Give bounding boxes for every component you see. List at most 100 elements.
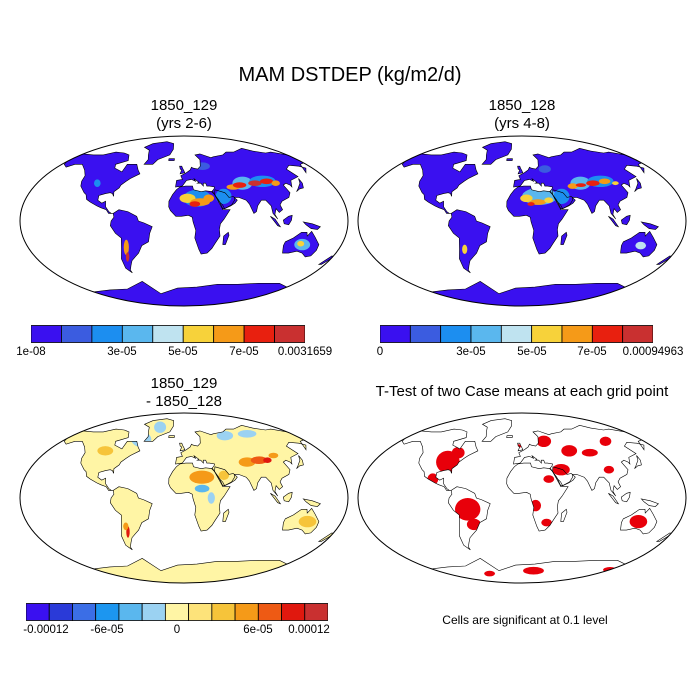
coastline-greenland	[143, 418, 175, 442]
figure-title: MAM DSTDEP (kg/m2/d)	[238, 64, 462, 86]
coastline-arabia	[214, 189, 238, 209]
coastline-australia	[282, 507, 320, 535]
value-cell	[189, 470, 215, 484]
land-fill-southamerica	[110, 209, 153, 273]
colorbar-box	[257, 603, 282, 621]
value-cell	[603, 465, 615, 474]
land-fill-sumatra	[270, 216, 281, 227]
coastline-australia	[620, 507, 658, 535]
colorbar-box	[561, 325, 593, 343]
coastline-iceland	[506, 158, 513, 161]
panel-title-bottom-right: T-Test of two Case means at each grid po…	[342, 383, 700, 401]
value-cell	[575, 183, 586, 187]
value-cell	[207, 492, 215, 504]
coastline-arabia	[552, 189, 576, 209]
coastline-madagascar	[560, 508, 568, 522]
land-fill-sumatra	[608, 216, 619, 227]
value-cell	[552, 464, 570, 476]
coastline-borneo	[620, 491, 631, 503]
coastline-japan	[634, 455, 642, 469]
colorbar-box	[141, 603, 166, 621]
coastline-japan	[296, 178, 304, 192]
value-cell	[520, 194, 533, 203]
value-cell	[527, 202, 535, 206]
coastline-borneo	[282, 214, 293, 226]
value-cell	[455, 498, 481, 521]
coastline-uk	[179, 442, 186, 452]
colorbar-box	[121, 325, 154, 343]
panel-title-line1: T-Test of two Case means at each grid po…	[375, 383, 669, 400]
land-fill-newguinea	[641, 498, 659, 507]
colorbar-box	[48, 603, 73, 621]
colorbar-top-right	[380, 325, 653, 343]
value-cell	[635, 241, 646, 250]
colorbar-box	[380, 325, 411, 343]
coastline-eurasia	[513, 424, 647, 497]
coastline-japan	[634, 178, 642, 192]
colorbar-box	[622, 325, 653, 343]
coastline-madagascar	[222, 508, 230, 522]
value-cell	[215, 188, 232, 204]
colorbar-box	[470, 325, 502, 343]
coastline-eurasia	[175, 424, 309, 497]
colorbar-box	[164, 603, 190, 621]
panel-title-top-right: 1850_128 (yrs 4-8)	[357, 97, 687, 133]
coastline-borneo	[620, 214, 631, 226]
land-fill-sumatra	[270, 493, 281, 504]
land-fill-africa	[168, 186, 231, 255]
value-cell	[123, 239, 129, 255]
land-fill-africa	[506, 186, 569, 255]
land-fill-newguinea	[303, 498, 321, 507]
land-fill-africa	[168, 463, 231, 532]
tick-label: -6e-05	[90, 624, 124, 636]
coastline-africa	[506, 462, 569, 532]
colorbar-box	[26, 603, 50, 621]
land-fill-madagascar	[222, 509, 229, 522]
land-fill-newguinea	[641, 221, 659, 230]
coastline-arabia	[214, 466, 238, 486]
coastline-greenland	[143, 141, 175, 165]
coastline-sumatra	[608, 493, 620, 505]
value-cell	[544, 197, 554, 203]
value-cell	[260, 178, 274, 185]
land-fill-southamerica	[448, 209, 491, 273]
tick-label: 0.00094963	[622, 346, 684, 358]
coastline-japan	[296, 455, 304, 469]
value-cell	[271, 180, 280, 186]
coastline-northamerica	[401, 428, 479, 491]
land-fill-madagascar	[222, 232, 229, 245]
coastline-eurasia	[513, 147, 647, 220]
coastline-madagascar	[222, 231, 230, 245]
value-cell	[250, 456, 268, 464]
colorbar-box	[182, 325, 215, 343]
land-fill-sumatra	[608, 493, 619, 504]
coastline-australia	[282, 230, 320, 258]
value-cell	[94, 179, 101, 187]
land-fill-iceland	[506, 158, 513, 161]
colorbar-box	[274, 325, 305, 343]
colorbar-box	[95, 603, 120, 621]
value-cell	[189, 201, 201, 207]
colorbar-box	[304, 603, 328, 621]
value-cell	[538, 165, 551, 173]
tick-label: 0	[173, 624, 181, 636]
colorbar-bottom-left	[26, 603, 328, 621]
land-fill-southamerica	[110, 486, 153, 550]
coastline-sumatra	[608, 216, 620, 228]
panel-title-bottom-left: 1850_129 - 1850_128	[19, 375, 349, 411]
tick-label: -0.00012	[23, 624, 69, 636]
value-cell	[553, 188, 570, 204]
coastline-africa	[168, 185, 231, 255]
value-cell	[268, 452, 279, 459]
value-cell	[581, 448, 598, 457]
land-fill-madagascar	[560, 509, 567, 522]
map-bottom-left	[19, 412, 349, 584]
coastline-newguinea	[640, 221, 659, 230]
colorbar-box	[409, 325, 442, 343]
coastline-iceland	[168, 158, 175, 161]
panel-title-line2: (yrs 4-8)	[494, 115, 550, 132]
colorbar-box	[152, 325, 184, 343]
panel-title-line1: 1850_129	[150, 375, 218, 392]
map-border	[19, 412, 349, 584]
value-cell	[466, 518, 481, 531]
